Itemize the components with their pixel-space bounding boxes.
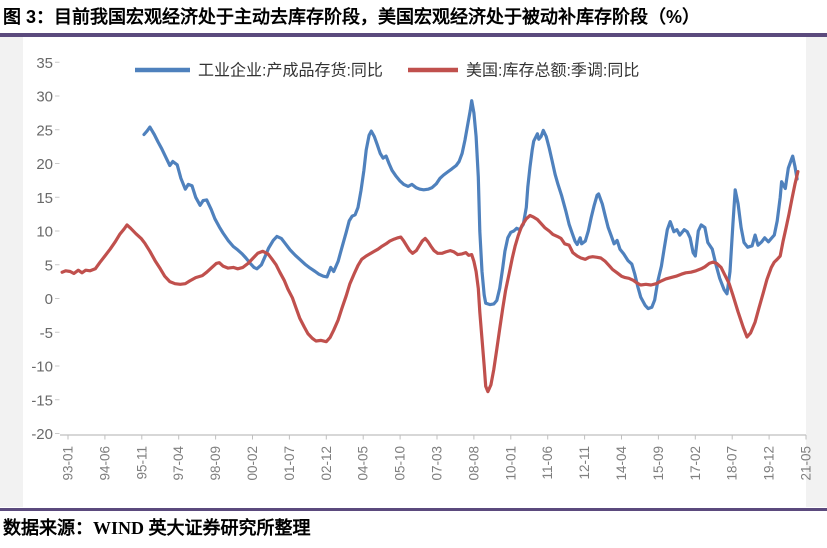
x-axis-label-97-04: 97-04 (171, 446, 186, 481)
legend-label-us-inventory: 美国:库存总额:季调:同比 (466, 62, 639, 80)
x-axis-label-12-11: 12-11 (577, 446, 592, 480)
y-axis-label--5: -5 (40, 325, 53, 342)
y-axis-label-25: 25 (36, 122, 53, 139)
y-axis-label-30: 30 (36, 89, 53, 106)
series-line-us-inventory (60, 170, 800, 394)
x-axis-label-01-07: 01-07 (282, 446, 297, 481)
y-axis-label--20: -20 (31, 426, 53, 443)
y-axis-label-0: 0 (45, 291, 53, 308)
x-axis-label-14-04: 14-04 (614, 446, 629, 481)
x-axis-label-94-06: 94-06 (97, 446, 112, 481)
chart-band: 35 30 25 20 15 10 5 0 -5 -10 -15 -20 93-01 94-06 95-11… (0, 37, 827, 507)
x-axis-label-21-05: 21-05 (799, 446, 814, 481)
x-axis-label-08-08: 08-08 (466, 446, 481, 481)
x-axis-label-02-12: 02-12 (319, 446, 334, 481)
x-axis-label-05-10: 05-10 (393, 446, 408, 481)
y-axis-label--10: -10 (31, 359, 53, 376)
y-axis-label--15: -15 (31, 392, 53, 409)
x-axis-label-19-12: 19-12 (762, 446, 777, 481)
x-axis-label-04-05: 04-05 (356, 446, 371, 481)
x-axis-label-00-02: 00-02 (245, 446, 260, 481)
series-line-china-inventory (142, 99, 799, 311)
y-axis-label-35: 35 (36, 55, 53, 72)
x-axis-label-10-01: 10-01 (503, 446, 518, 481)
x-axis-label-98-09: 98-09 (208, 446, 223, 481)
x-axis-label-93-01: 93-01 (61, 446, 76, 481)
chart-canvas (23, 37, 806, 507)
inventory-cycle-line-chart: 35 30 25 20 15 10 5 0 -5 -10 -15 -20 93-01 94-06 95-11… (23, 37, 814, 507)
y-axis-label-5: 5 (45, 257, 53, 274)
divider-top (0, 33, 827, 37)
x-axis-label-17-02: 17-02 (688, 446, 703, 481)
y-axis-label-20: 20 (36, 156, 53, 173)
divider-bottom (0, 508, 827, 511)
x-axis-label-15-09: 15-09 (651, 446, 666, 481)
x-axis-label-11-06: 11-06 (540, 446, 555, 480)
y-axis-label-15: 15 (36, 190, 53, 207)
y-axis-label-10: 10 (36, 224, 53, 241)
legend-label-china-inventory: 工业企业:产成品存货:同比 (198, 62, 383, 80)
x-axis-label-07-03: 07-03 (430, 446, 445, 481)
x-axis-label-18-07: 18-07 (725, 446, 740, 481)
data-source: 数据来源：WIND 英大证券研究所整理 (3, 518, 311, 538)
x-axis-label-95-11: 95-11 (134, 446, 149, 480)
figure-title: 图 3：目前我国宏观经济处于主动去库存阶段，美国宏观经济处于被动补库存阶段（%） (3, 7, 701, 27)
